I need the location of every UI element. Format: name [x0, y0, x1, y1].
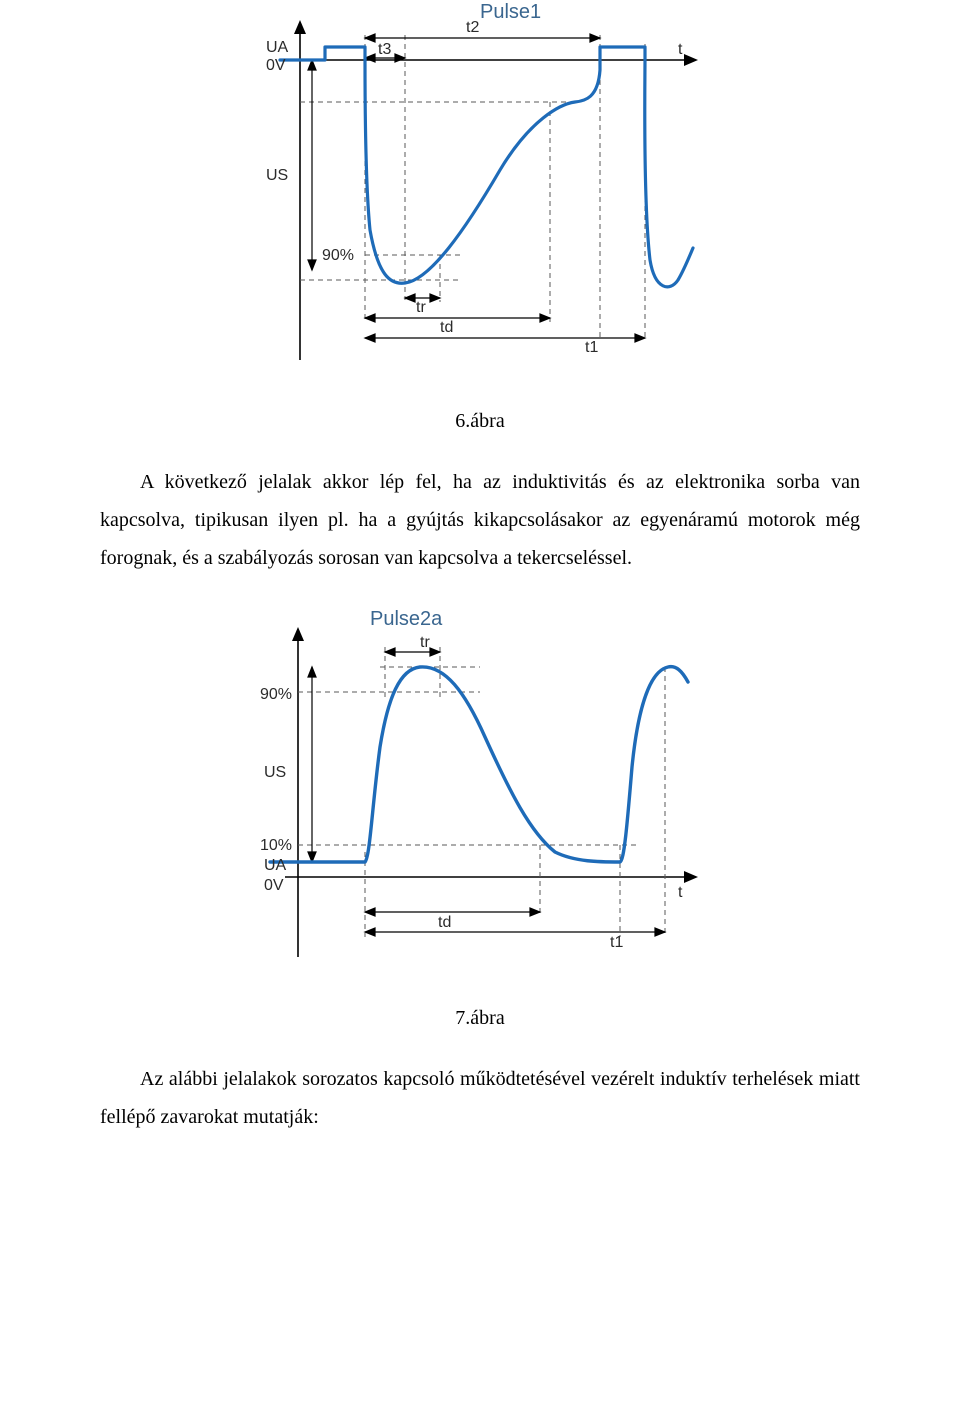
label7-t-axis: t [678, 884, 683, 901]
label-0v: 0V [266, 57, 286, 74]
pulse2a-diagram: Pulse2a [220, 607, 740, 977]
label-t2: t2 [466, 19, 479, 36]
label7-us: US [264, 764, 286, 781]
label7-t1: t1 [610, 934, 623, 951]
figure-6-caption: 6.ábra [100, 410, 860, 433]
label7-tr: tr [420, 634, 430, 651]
label-t1: t1 [585, 339, 598, 356]
dashed-guides [300, 35, 645, 340]
label7-td: td [438, 914, 451, 931]
pulse1-diagram: Pulse1 [230, 0, 730, 380]
label-tr: tr [416, 299, 426, 316]
label-t3: t3 [378, 41, 391, 58]
label7-ua: UA [264, 857, 287, 874]
label-90pct: 90% [322, 247, 354, 264]
figure-6-title: Pulse1 [480, 1, 541, 23]
label-t-axis: t [678, 41, 683, 58]
figure-7: Pulse2a [100, 607, 860, 977]
axes-7 [285, 627, 698, 957]
axes [290, 20, 698, 360]
page: Pulse1 [0, 0, 960, 1406]
label-ua: UA [266, 39, 289, 56]
dimension-arrows [308, 34, 645, 342]
labels: UA 0V US 90% t t2 t3 tr td t1 [266, 19, 683, 356]
dashed-guides-7 [298, 647, 665, 937]
figure-7-caption: 7.ábra [100, 1007, 860, 1030]
label-us: US [266, 167, 288, 184]
label7-0v: 0V [264, 877, 284, 894]
label-td: td [440, 319, 453, 336]
pulse2a-waveform [270, 667, 688, 862]
label7-10pct: 10% [260, 837, 292, 854]
label7-90pct: 90% [260, 686, 292, 703]
paragraph-2: Az alábbi jelalakok sorozatos kapcsoló m… [100, 1060, 860, 1136]
figure-7-title: Pulse2a [370, 608, 443, 630]
paragraph-1: A következő jelalak akkor lép fel, ha az… [100, 463, 860, 577]
figure-6: Pulse1 [100, 0, 860, 380]
dimension-arrows-7 [308, 648, 665, 936]
